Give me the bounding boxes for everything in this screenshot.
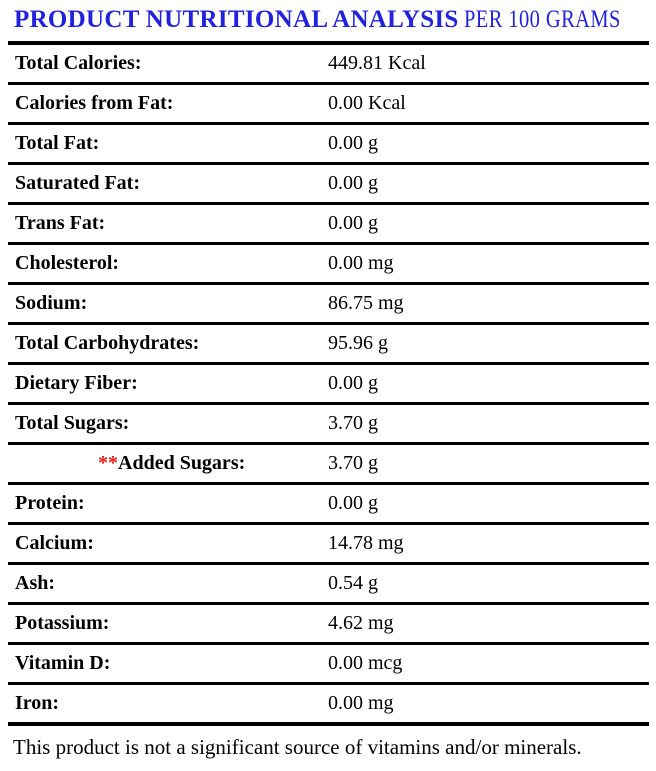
nutrient-value: 0.00 g [328, 492, 378, 514]
nutrient-value: 449.81 Kcal [328, 52, 426, 74]
nutrient-label-text: Saturated Fat: [15, 172, 140, 194]
document-title: PRODUCT NUTRITIONAL ANALYSIS PER 100 GRAM… [0, 0, 656, 41]
nutrient-value: 0.54 g [328, 572, 378, 594]
footer-note: This product is not a significant source… [13, 735, 582, 759]
nutrient-value: 0.00 g [328, 372, 378, 394]
title-per-100-grams: PER 100 GRAMS [463, 6, 621, 33]
nutrient-value: 0.00 mcg [328, 652, 403, 674]
nutrient-label: Ash: [8, 572, 328, 595]
table-row: Trans Fat: 0.00 g [8, 205, 649, 245]
nutrient-label-text: Calcium: [15, 532, 94, 554]
nutrient-label-text: Vitamin D: [15, 652, 111, 674]
nutrient-label: Vitamin D: [8, 652, 328, 675]
table-row: Ash: 0.54 g [8, 565, 649, 605]
nutrient-label-text: Potassium: [15, 612, 110, 634]
nutrient-label-text: Total Carbohydrates: [15, 332, 200, 354]
table-row: Calcium: 14.78 mg [8, 525, 649, 565]
nutrient-label: Total Calories: [8, 52, 328, 75]
nutrient-label: Saturated Fat: [8, 172, 328, 195]
nutrition-table: Total Calories: 449.81 Kcal Calories fro… [8, 41, 649, 726]
nutrient-value: 95.96 g [328, 332, 388, 354]
table-row: **Added Sugars: 3.70 g [8, 445, 649, 485]
nutrient-label-text: Cholesterol: [15, 252, 120, 274]
nutrient-value: 86.75 mg [328, 292, 404, 314]
nutrient-label-text: Trans Fat: [15, 212, 106, 234]
nutrient-label-text: Calories from Fat: [15, 92, 174, 114]
table-row: Sodium: 86.75 mg [8, 285, 649, 325]
added-sugars-asterisks: ** [98, 452, 118, 474]
nutrient-value: 0.00 mg [328, 692, 394, 714]
title-main-text: PRODUCT NUTRITIONAL ANALYSIS [14, 6, 459, 33]
table-row: Saturated Fat: 0.00 g [8, 165, 649, 205]
nutrient-label-text: Dietary Fiber: [15, 372, 138, 394]
nutrient-value: 0.00 g [328, 132, 378, 154]
table-row: Calories from Fat: 0.00 Kcal [8, 85, 649, 125]
nutrient-label: Calories from Fat: [8, 92, 328, 115]
nutrient-value: 4.62 mg [328, 612, 394, 634]
nutrient-value: 14.78 mg [328, 532, 404, 554]
nutrient-label: Sodium: [8, 292, 328, 315]
nutrient-label: Total Carbohydrates: [8, 332, 328, 355]
nutrient-label-text: Protein: [15, 492, 85, 514]
nutrient-value: 3.70 g [328, 412, 378, 434]
table-row: Protein: 0.00 g [8, 485, 649, 525]
nutrient-label: Calcium: [8, 532, 328, 555]
table-row: Potassium: 4.62 mg [8, 605, 649, 645]
nutrient-label: Trans Fat: [8, 212, 328, 235]
table-row: Total Carbohydrates: 95.96 g [8, 325, 649, 365]
table-row: Iron: 0.00 mg [8, 685, 649, 726]
nutrient-label-text: Total Calories: [15, 52, 142, 74]
table-row: Dietary Fiber: 0.00 g [8, 365, 649, 405]
table-row: Total Sugars: 3.70 g [8, 405, 649, 445]
nutrient-label: Potassium: [8, 612, 328, 635]
nutrient-label: Protein: [8, 492, 328, 515]
nutrient-label-text: Total Fat: [15, 132, 100, 154]
table-row: Vitamin D: 0.00 mcg [8, 645, 649, 685]
nutrient-label-text: Ash: [15, 572, 56, 594]
table-row: Total Fat: 0.00 g [8, 125, 649, 165]
nutrient-value: 3.70 g [328, 452, 378, 474]
nutrient-label-text: Total Sugars: [15, 412, 130, 434]
nutrient-label: Total Sugars: [8, 412, 328, 435]
table-row: Cholesterol: 0.00 mg [8, 245, 649, 285]
nutrient-label: Iron: [8, 692, 328, 715]
nutrient-label: Dietary Fiber: [8, 372, 328, 395]
nutrient-label-text: Added Sugars: [118, 452, 246, 474]
nutrient-value: 0.00 Kcal [328, 92, 406, 114]
nutrient-value: 0.00 g [328, 172, 378, 194]
nutrient-label: Cholesterol: [8, 252, 328, 275]
nutrient-value: 0.00 g [328, 212, 378, 234]
nutrient-label: **Added Sugars: [8, 452, 328, 475]
table-row: Total Calories: 449.81 Kcal [8, 45, 649, 85]
nutrient-label-text: Iron: [15, 692, 60, 714]
nutrient-label-text: Sodium: [15, 292, 88, 314]
nutrient-value: 0.00 mg [328, 252, 394, 274]
nutrient-label: Total Fat: [8, 132, 328, 155]
